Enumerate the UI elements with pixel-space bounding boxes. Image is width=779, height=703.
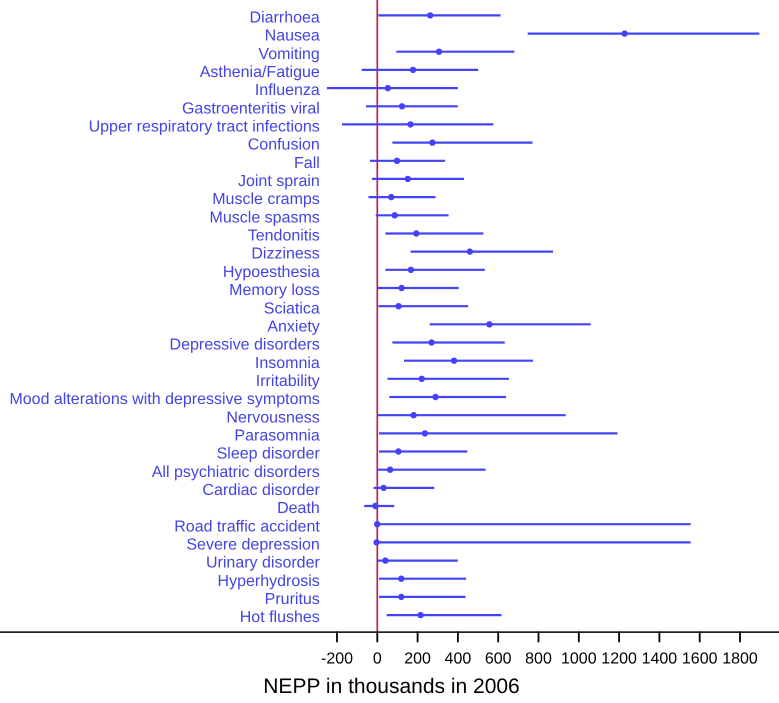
svg-text:Joint sprain: Joint sprain [238,173,320,190]
svg-text:Confusion: Confusion [248,137,320,154]
svg-text:Pruritus: Pruritus [265,591,320,608]
svg-text:Urinary disorder: Urinary disorder [206,555,320,572]
svg-text:Dizziness: Dizziness [251,246,319,263]
svg-text:Gastroenteritis viral: Gastroenteritis viral [182,100,320,117]
svg-text:800: 800 [525,651,552,668]
svg-text:1200: 1200 [601,651,637,668]
svg-text:Fall: Fall [294,155,320,172]
svg-text:Sciatica: Sciatica [264,300,320,317]
svg-text:Parasomnia: Parasomnia [234,428,319,445]
svg-text:Sleep disorder: Sleep disorder [217,446,321,463]
svg-text:Nausea: Nausea [265,28,320,45]
svg-text:Upper respiratory tract infect: Upper respiratory tract infections [89,119,320,136]
svg-text:1400: 1400 [642,651,678,668]
svg-text:NEPP in thousands in 2006: NEPP in thousands in 2006 [263,675,519,698]
svg-text:Road traffic accident: Road traffic accident [174,518,320,535]
svg-text:400: 400 [445,651,472,668]
svg-text:Insomnia: Insomnia [255,355,320,372]
svg-text:200: 200 [404,651,431,668]
svg-text:Muscle spasms: Muscle spasms [210,209,320,226]
svg-text:Muscle cramps: Muscle cramps [212,191,320,208]
svg-text:Cardiac disorder: Cardiac disorder [202,482,320,499]
svg-text:Mood alterations with depressi: Mood alterations with depressive symptom… [9,391,319,408]
svg-text:Hypoesthesia: Hypoesthesia [223,264,320,281]
svg-text:1800: 1800 [722,651,758,668]
svg-text:Nervousness: Nervousness [226,409,319,426]
svg-text:All psychiatric disorders: All psychiatric disorders [152,464,320,481]
svg-text:Influenza: Influenza [255,82,320,99]
svg-text:Hot flushes: Hot flushes [240,609,320,626]
svg-text:Severe depression: Severe depression [186,537,319,554]
svg-text:-200: -200 [321,651,353,668]
svg-text:Tendonitis: Tendonitis [248,228,320,245]
svg-text:Vomiting: Vomiting [258,46,319,63]
svg-text:Anxiety: Anxiety [267,318,319,335]
svg-text:600: 600 [485,651,512,668]
svg-text:Irritability: Irritability [256,373,320,390]
svg-text:Asthenia/Fatigue: Asthenia/Fatigue [200,64,320,81]
svg-text:0: 0 [373,651,382,668]
svg-text:1600: 1600 [682,651,718,668]
svg-text:1000: 1000 [561,651,597,668]
svg-text:Depressive disorders: Depressive disorders [170,337,320,354]
svg-text:Hyperhydrosis: Hyperhydrosis [218,573,320,590]
svg-text:Death: Death [277,500,320,517]
svg-text:Diarrhoea: Diarrhoea [250,10,320,27]
svg-text:Memory loss: Memory loss [229,282,320,299]
